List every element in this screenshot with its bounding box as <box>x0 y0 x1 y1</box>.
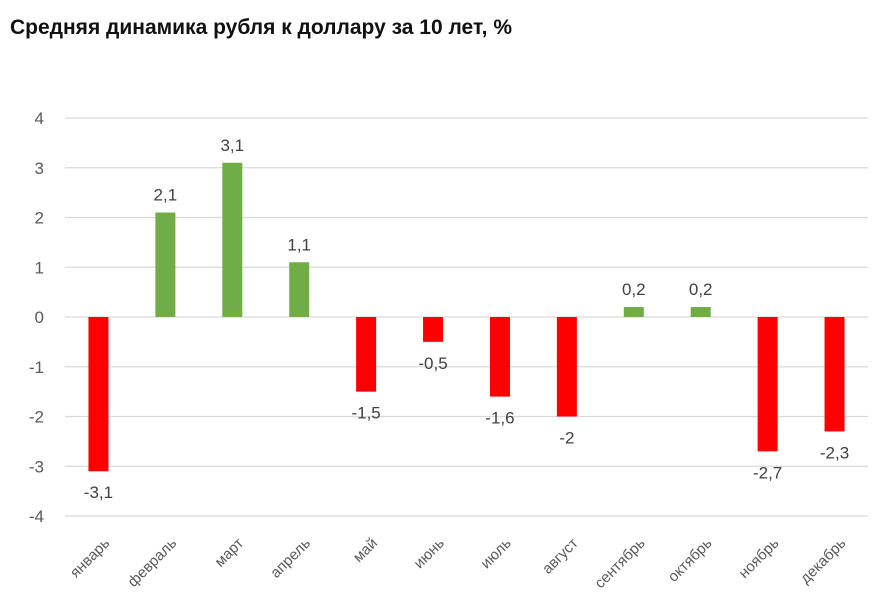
data-label: 2,1 <box>154 186 178 205</box>
x-tick-label: октябрь <box>665 535 716 586</box>
bar-январь <box>88 317 109 472</box>
x-tick-label: июль <box>477 535 515 573</box>
bar-октябрь <box>690 307 711 317</box>
x-tick-label: май <box>350 535 381 566</box>
y-tick-label: 1 <box>35 258 44 277</box>
data-label: -1,5 <box>351 404 380 423</box>
x-tick-label: апрель <box>267 535 314 582</box>
bar-март <box>222 162 243 317</box>
bar-ноябрь <box>757 317 778 452</box>
bar-апрель <box>289 262 310 317</box>
data-label: -2,3 <box>820 443 849 462</box>
data-label: 0,2 <box>622 280 646 299</box>
data-label: 1,1 <box>287 235 311 254</box>
bar-май <box>356 317 377 392</box>
y-tick-label: -3 <box>29 457 44 476</box>
y-axis-ticks: 4 3 2 1 0 -1 -2 -3 -4 <box>29 109 44 526</box>
data-label: 3,1 <box>220 136 244 155</box>
x-tick-label: сентябрь <box>591 535 648 592</box>
data-labels: -3,1 2,1 3,1 1,1 -1,5 -0,5 -1,6 -2 0,2 0,2 -2,7 -2,… <box>84 136 849 502</box>
x-axis-labels: январь февраль март апрель май июнь июль август… <box>67 535 850 592</box>
x-tick-label: февраль <box>124 535 180 591</box>
y-tick-label: 2 <box>35 209 44 228</box>
data-label: -1,6 <box>485 409 514 428</box>
x-tick-label: январь <box>67 535 114 582</box>
x-tick-label: июнь <box>411 535 448 572</box>
y-tick-label: 4 <box>35 109 44 128</box>
bar-июль <box>489 317 510 397</box>
y-tick-label: 3 <box>35 159 44 178</box>
data-label: -0,5 <box>418 354 447 373</box>
data-label: -2 <box>559 429 574 448</box>
x-tick-label: март <box>211 535 247 571</box>
bar-июнь <box>423 317 444 342</box>
x-tick-label: август <box>539 535 582 578</box>
bar-август <box>556 317 577 417</box>
y-tick-label: -2 <box>29 408 44 427</box>
gridlines <box>65 117 868 517</box>
y-tick-label: -4 <box>29 507 44 526</box>
data-label: -3,1 <box>84 483 113 502</box>
x-tick-label: ноябрь <box>735 535 782 582</box>
x-tick-label: декабрь <box>797 535 850 588</box>
bar-февраль <box>155 212 176 317</box>
bars <box>88 162 845 472</box>
bar-декабрь <box>824 317 845 432</box>
y-tick-label: -1 <box>29 358 44 377</box>
data-label: 0,2 <box>689 280 713 299</box>
chart-title: Средняя динамика рубля к доллару за 10 л… <box>10 16 512 39</box>
bar-сентябрь <box>623 307 644 317</box>
y-tick-label: 0 <box>35 308 44 327</box>
data-label: -2,7 <box>753 463 782 482</box>
